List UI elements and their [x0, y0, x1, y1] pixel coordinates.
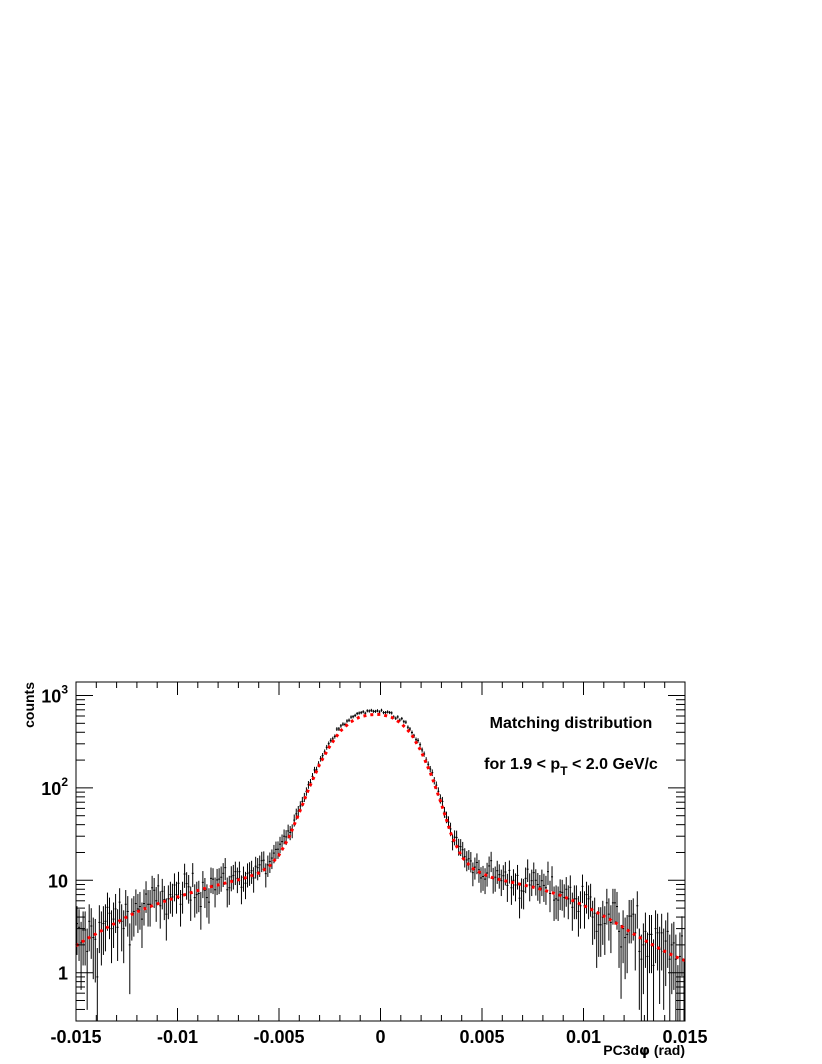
- x-tick-label: -0.015: [50, 1027, 101, 1047]
- x-axis: -0.015 -0.01 -0.005 0 0.005 0.01 0.015: [50, 682, 708, 1047]
- annotation-pt-cut: for 1.9 < pT < 2.0 GeV/c: [484, 756, 658, 778]
- data-points-layer: [76, 708, 685, 1021]
- fit-curve-layer: [75, 712, 686, 962]
- x-tick-label: 0.015: [662, 1027, 707, 1047]
- y-tick-label: 10: [48, 871, 68, 891]
- y-tick-label: 1: [58, 964, 68, 984]
- annotation-pt-cut-suffix: < 2.0 GeV/c: [568, 756, 658, 773]
- plot-frame: [75, 681, 686, 1022]
- x-tick-label: 0.005: [459, 1027, 504, 1047]
- fit-curve: [75, 712, 686, 962]
- y-tick-label: 103: [41, 683, 68, 707]
- annotation-pt-cut-subscript: T: [560, 764, 568, 778]
- y-axis: 1 10 102 103: [41, 683, 685, 1022]
- x-axis-title: PC3dφ (rad): [603, 1042, 685, 1059]
- x-tick-label: 0: [375, 1027, 385, 1047]
- y-tick-label: 102: [41, 775, 68, 799]
- x-axis-title-prefix: PC3d: [603, 1042, 639, 1058]
- annotation-pt-cut-prefix: for 1.9 < p: [484, 756, 560, 773]
- x-axis-title-symbol: φ: [639, 1043, 650, 1059]
- x-tick-label: -0.005: [253, 1027, 304, 1047]
- y-axis-title: counts: [21, 682, 37, 728]
- x-axis-title-suffix: (rad): [650, 1042, 685, 1058]
- x-tick-label: 0.01: [566, 1027, 601, 1047]
- x-tick-label: -0.01: [157, 1027, 198, 1047]
- annotation-title: Matching distribution: [490, 715, 653, 732]
